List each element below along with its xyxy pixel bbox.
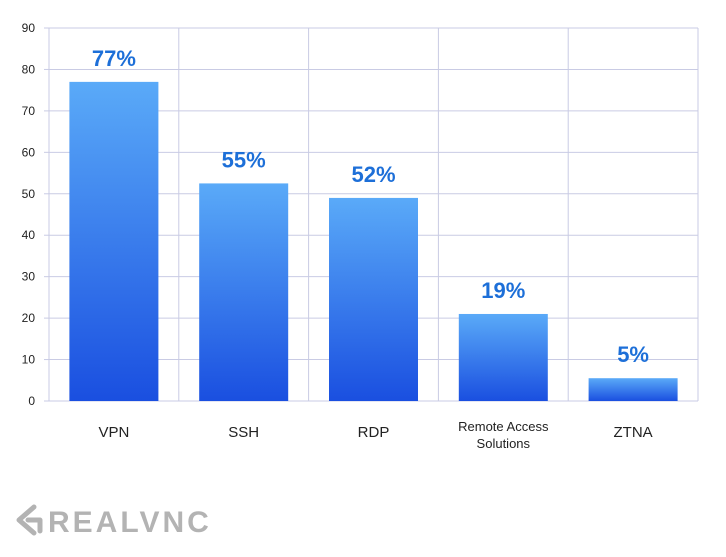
bar-ztna xyxy=(588,378,678,401)
data-labels: 77% 55% 52% 19% 5% xyxy=(92,46,649,367)
y-tick-label: 50 xyxy=(22,187,36,201)
bar-vpn xyxy=(69,81,159,401)
x-tick-label: VPN xyxy=(98,424,129,441)
bar-chart: 0 10 20 30 40 50 60 70 80 90 77% 55% 52% 19% 5% VPN SS… xyxy=(22,21,699,451)
data-label: 5% xyxy=(617,342,649,367)
y-tick-label: 40 xyxy=(22,228,36,242)
y-tick-label: 20 xyxy=(22,311,36,325)
realvnc-logo-mark-icon xyxy=(16,504,43,536)
x-tick-label: SSH xyxy=(228,424,259,441)
x-tick-label: Remote Access xyxy=(458,419,549,434)
data-label: 55% xyxy=(222,147,266,172)
x-tick-label: ZTNA xyxy=(614,424,653,441)
data-label: 19% xyxy=(481,278,525,303)
y-tick-label: 90 xyxy=(22,21,36,35)
y-tick-label: 10 xyxy=(22,353,36,367)
bar-remote-access-solutions xyxy=(458,313,548,401)
y-tick-label: 30 xyxy=(22,270,36,284)
y-tick-label: 80 xyxy=(22,62,36,76)
data-label: 77% xyxy=(92,46,136,71)
x-axis-ticks: VPN SSH RDP Remote Access Solutions ZTNA xyxy=(98,419,652,451)
logo-wordmark: REALVNC xyxy=(48,506,212,538)
y-tick-label: 60 xyxy=(22,145,36,159)
realvnc-logo: REALVNC xyxy=(16,504,212,538)
bars xyxy=(69,81,678,401)
y-axis-ticks: 0 10 20 30 40 50 60 70 80 90 xyxy=(22,21,36,408)
x-tick-label: RDP xyxy=(358,424,390,441)
y-tick-label: 70 xyxy=(22,104,36,118)
y-tick-label: 0 xyxy=(28,394,35,408)
data-label: 52% xyxy=(351,162,395,187)
bar-rdp xyxy=(329,197,418,401)
bar-ssh xyxy=(199,183,289,401)
x-tick-label: Solutions xyxy=(477,436,531,451)
